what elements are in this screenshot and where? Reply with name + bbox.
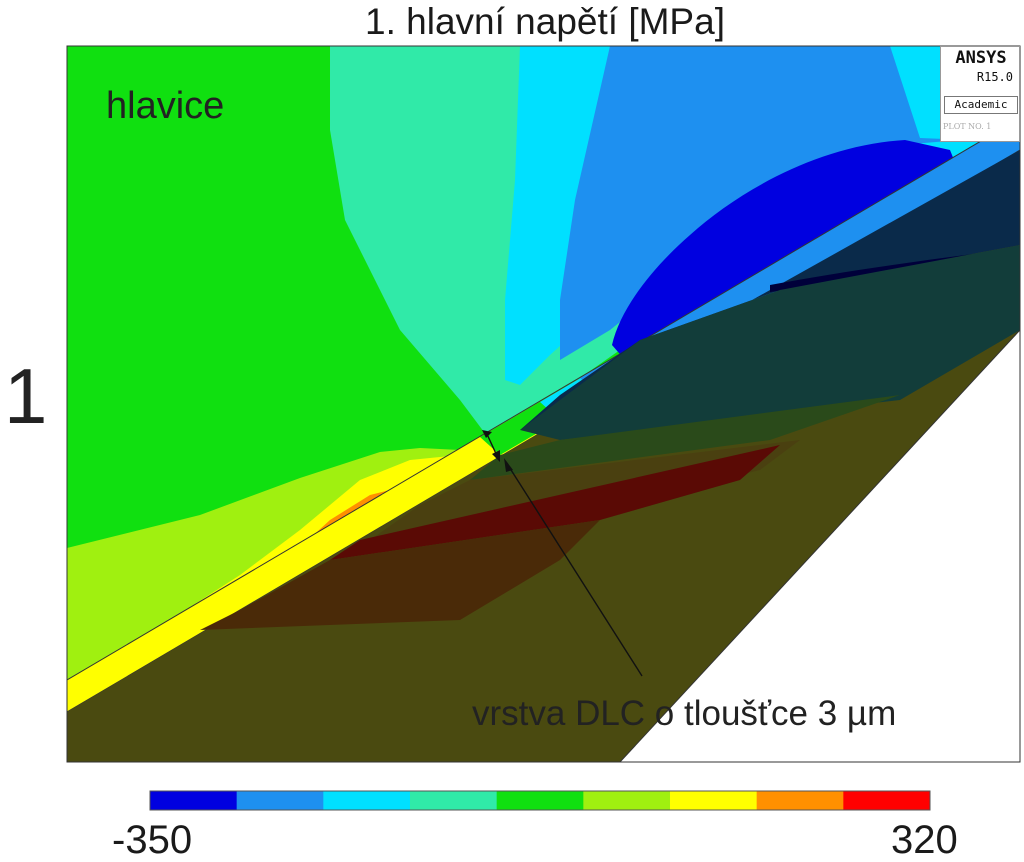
colorbar-min-label: -350 [112,818,193,862]
thickness-arrow-top [482,430,492,438]
colorbar-swatch [150,791,238,810]
plot-number: PLOT NO. 1 [943,122,992,131]
leader-line [505,461,643,677]
colorbar-swatch [236,791,324,810]
leader-arrowhead [504,458,513,472]
colorbar-max-label: 320 [891,818,958,862]
plot-frame [66,45,1021,763]
ansys-version: R15.0 [976,70,1013,84]
contour-lightblue-band [560,46,1020,360]
thickness-arrow-bottom [492,450,500,462]
colorbar-swatch [670,791,758,810]
colorbar-swatch [323,791,411,810]
colorbar-swatch [583,791,671,810]
substrate-maroon-band [330,445,780,560]
panel-number: 1 [4,352,48,440]
colorbar [150,791,931,810]
ansys-edition: Academic [944,96,1018,114]
head-label: hlavice [106,85,225,127]
colorbar-swatch [756,791,844,810]
colorbar-swatch [410,791,498,810]
ansys-logo: ANSYS [955,48,1007,68]
plot-title: 1. hlavní napětí [MPa] [365,1,725,42]
dlc-layer-label: vrstva DLC o tloušťce 3 µm [472,694,897,733]
contour-blue-band [612,140,960,360]
colorbar-swatch [843,791,931,810]
substrate-teal-band [520,245,1020,440]
interface-line-top [67,117,1020,681]
ansys-logo-box: ANSYS R15.0 Academic PLOT NO. 1 [940,46,1020,142]
colorbar-swatch [496,791,584,810]
colorbar-border [149,790,931,811]
substrate-green-band [470,395,900,480]
substrate-edge [619,329,1020,762]
substrate-brown-band [200,520,600,630]
